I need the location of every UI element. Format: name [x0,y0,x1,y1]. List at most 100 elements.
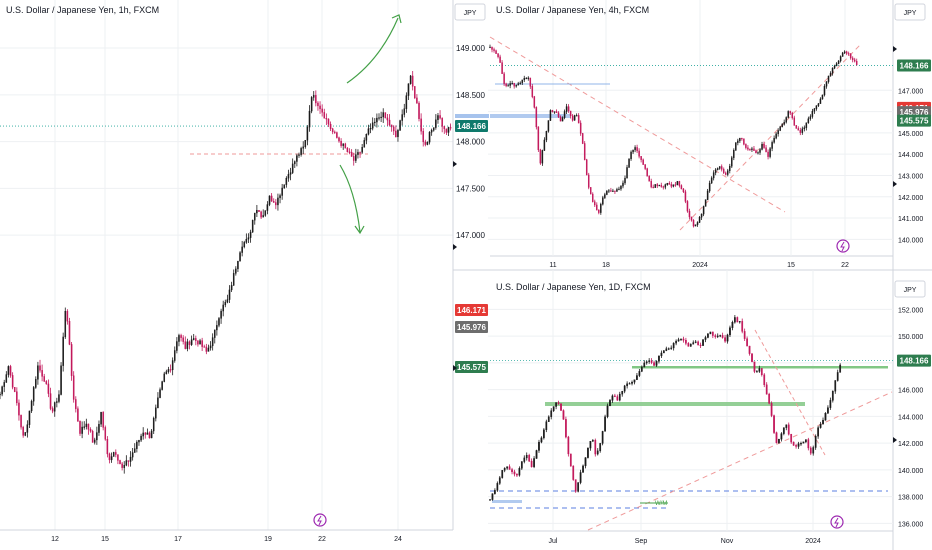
four-hour-candle-body [577,115,580,124]
four-hour-candle-body [819,98,822,104]
hourly-price-tick: 147.000 [456,231,485,240]
daily-candle [753,361,756,374]
hourly-candle [323,108,326,119]
daily-candle-body [809,447,812,454]
daily-candle-body [577,482,580,492]
hourly-marker-badge [455,361,488,373]
hourly-lightning-icon [313,513,327,527]
hourly-candle [209,341,212,351]
hourly-candle-body [152,417,155,432]
hourly-candle-body [405,95,408,109]
hourly-candle [43,373,45,382]
four-hour-currency-button[interactable]: JPY [454,3,486,21]
hourly-candle [266,201,269,215]
hourly-candle-body [336,132,338,138]
four-hour-candle-body [773,137,775,143]
daily-candle [648,358,651,364]
daily-candle [643,360,646,368]
hourly-candle-body [91,431,94,443]
four-hour-last-price-badge [897,59,931,72]
four-hour-candle [630,150,632,161]
four-hour-candle-body [777,130,779,135]
hourly-marker-badge [455,321,488,333]
hourly-candle-body [13,387,16,392]
four-hour-candle-body [654,184,656,188]
hourly-candle-body [26,424,29,433]
four-hour-candle [714,168,717,176]
four-hour-candle [690,216,693,222]
daily-candle [582,464,584,473]
daily-candle [572,465,575,481]
hourly-candle-body [376,117,378,123]
four-hour-candle-body [847,53,850,55]
hourly-candle [428,131,431,145]
daily-alert-button[interactable] [830,515,844,529]
daily-candle [640,365,643,373]
hourly-alert-button[interactable] [313,513,327,527]
hourly-candle [144,432,147,439]
hourly-candle [178,333,180,347]
daily-candle-body [591,439,594,442]
hourly-time-ticks: 12 15 17 19 22 24 [51,536,402,543]
four-hour-candle-body [781,124,783,128]
four-hour-candle [632,149,634,155]
hourly-candle [201,337,203,352]
daily-time-ticks: Jul Sep Nov 2024 [549,538,821,545]
four-hour-candle [725,171,727,176]
hourly-candle-body [60,365,62,395]
daily-candle-body [817,427,819,437]
four-hour-candle-body [708,182,711,192]
daily-candle [545,419,548,433]
hourly-up-arrow [346,17,399,84]
four-hour-candle [821,94,824,100]
daily-candle-body [611,395,614,401]
four-hour-candle-body [547,120,550,132]
daily-candle [552,406,555,412]
hourly-marker-text: 145.976 [457,323,486,332]
hourly-candle-body [37,365,39,380]
daily-candle-body [643,362,646,368]
four-hour-candle [670,181,673,189]
four-hour-axis-currency-button[interactable]: JPY [894,3,926,21]
four-hour-candle [505,82,507,88]
daily-chart[interactable]: 136.000 138.000 140.000 142.000 144.000 146.0… [453,270,931,550]
hourly-candle [79,420,81,436]
hourly-candle-body [399,120,401,131]
hourly-candle [28,410,31,428]
hourly-candle [272,198,275,203]
four-hour-candle [716,167,719,171]
four-hour-candle-body [561,117,564,122]
hourly-candle-body [43,376,45,382]
hourly-candle-body [115,452,117,455]
daily-candle-body [582,465,584,473]
hourly-chart[interactable]: 147.000 147.500 148.000 148.500 149.000 12 15… [0,0,489,543]
hourly-candle-body [338,137,340,142]
hourly-candle-body [251,219,254,233]
four-hour-candle-body [755,150,757,154]
daily-candle-body [773,415,775,433]
hourly-candle [163,371,166,383]
hourly-candle-body [390,124,393,128]
daily-candle-body [709,331,712,335]
daily-candle-body [677,339,680,342]
hourly-candle [256,204,258,217]
hourly-last-price-text: 148.166 [457,122,486,131]
hourly-candle-body [45,381,48,385]
hourly-candle-body [51,408,54,412]
four-hour-candle-body [525,77,528,80]
four-hour-candle [775,132,777,140]
four-hour-candle [799,127,802,136]
hourly-candle [344,142,347,149]
four-hour-candle-body [646,168,648,177]
four-hour-candle [658,184,661,187]
four-hour-alert-button[interactable] [836,239,850,253]
daily-candle-body [626,383,628,387]
hourly-candle-body [228,289,231,300]
daily-axis-currency-button[interactable]: JPY [894,280,926,298]
four-hour-chart[interactable]: 140.000 141.000 142.000 143.000 144.000 145.0… [453,0,932,271]
daily-candle [623,384,626,394]
hourly-candle [239,251,241,262]
hourly-candle [1,385,3,397]
hourly-candle-body [256,210,258,214]
hourly-candle [443,125,446,134]
